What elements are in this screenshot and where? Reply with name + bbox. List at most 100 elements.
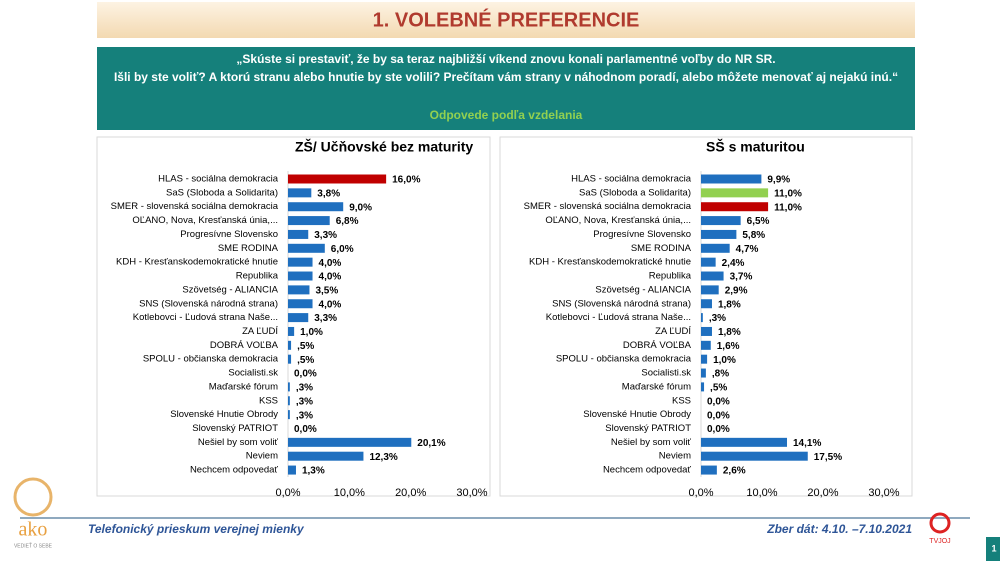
- bar: [701, 271, 724, 281]
- bar: [288, 285, 310, 295]
- value-label: 0,0%: [707, 410, 730, 421]
- chart-panel: [96, 136, 491, 497]
- bar: [701, 465, 717, 475]
- bar: [288, 188, 312, 198]
- category-label: SNS (Slovenská národná strana): [139, 298, 278, 309]
- slide-title: 1. VOLEBNÉ PREFERENCIE: [373, 8, 640, 31]
- bar: [701, 299, 712, 309]
- value-label: 9,9%: [767, 175, 790, 186]
- category-label: Szövetség - ALIANCIA: [595, 284, 691, 295]
- x-tick-label: 20,0%: [395, 487, 426, 499]
- chart-panel: [499, 136, 913, 497]
- category-label: SMER - slovenská sociálna demokracia: [111, 201, 279, 212]
- value-label: 1,6%: [717, 341, 740, 352]
- value-label: ,5%: [297, 355, 314, 366]
- question-wrap: Išli by ste voliť? A ktorú stranu alebo …: [113, 70, 899, 84]
- bar: [701, 216, 741, 226]
- bar: [701, 451, 808, 461]
- bar: [701, 174, 762, 184]
- bar: [701, 437, 788, 447]
- category-label: Slovenské Hnutie Obrody: [583, 409, 691, 420]
- bar: [288, 313, 309, 323]
- value-label: ,3%: [709, 313, 726, 324]
- category-label: KDH - Kresťanskodemokratické hnutie: [529, 257, 691, 268]
- bar: [288, 451, 364, 461]
- value-label: 1,8%: [718, 327, 741, 338]
- bar: [288, 299, 313, 309]
- category-label: SPOLU - občianska demokracia: [143, 354, 279, 365]
- value-label: 12,3%: [369, 452, 397, 463]
- bar: [288, 396, 290, 406]
- question-box: [97, 47, 915, 130]
- category-label: HLAS - sociálna demokracia: [571, 174, 692, 185]
- value-label: 0,0%: [294, 424, 317, 435]
- category-label: SaS (Sloboda a Solidarita): [579, 187, 691, 198]
- category-label: DOBRÁ VOĽBA: [210, 340, 279, 351]
- value-label: 5,8%: [742, 230, 765, 241]
- category-label: KSS: [672, 395, 691, 406]
- category-label: Szövetség - ALIANCIA: [182, 284, 278, 295]
- bar: [701, 313, 703, 323]
- value-label: 3,8%: [317, 189, 340, 200]
- category-label: SME RODINA: [631, 243, 692, 254]
- value-label: 3,5%: [315, 286, 338, 297]
- value-label: 3,3%: [314, 313, 337, 324]
- category-label: Slovenské Hnutie Obrody: [170, 409, 278, 420]
- bar: [288, 465, 296, 475]
- value-label: 6,0%: [331, 244, 354, 255]
- category-label: SaS (Sloboda a Solidarita): [166, 187, 278, 198]
- value-label: 0,0%: [294, 369, 317, 380]
- question-line: Išli by ste voliť? A ktorú stranu alebo …: [113, 70, 899, 84]
- category-label: Maďarské fórum: [209, 381, 278, 392]
- bar: [701, 354, 708, 364]
- category-label: Republika: [649, 271, 692, 282]
- category-label: Neviem: [246, 451, 278, 462]
- bar: [288, 257, 313, 267]
- category-label: Kotlebovci - Ľudová strana Naše...: [546, 312, 691, 323]
- bar: [288, 437, 412, 447]
- category-label: KSS: [259, 395, 278, 406]
- category-label: Slovenský PATRIOT: [192, 423, 278, 434]
- category-label: ZA ĽUDÍ: [655, 326, 691, 337]
- value-label: 3,3%: [314, 230, 337, 241]
- bar: [288, 354, 292, 364]
- value-label: 20,1%: [417, 438, 445, 449]
- value-label: 0,0%: [707, 424, 730, 435]
- bar: [701, 340, 711, 350]
- footer-right: Zber dát: 4.10. –7.10.2021: [766, 522, 912, 536]
- value-label: 0,0%: [707, 396, 730, 407]
- category-label: Socialisti.sk: [641, 368, 691, 379]
- category-label: Socialisti.sk: [228, 368, 278, 379]
- value-label: 1,8%: [718, 299, 741, 310]
- value-label: ,3%: [296, 396, 313, 407]
- x-tick-label: 10,0%: [334, 487, 365, 499]
- chart-title: ZŠ/ Učňovské bez maturity: [295, 138, 473, 155]
- bar: [288, 271, 313, 281]
- bar: [288, 174, 387, 184]
- category-label: Progresívne Slovensko: [180, 229, 278, 240]
- category-label: SME RODINA: [218, 243, 279, 254]
- value-label: 1,3%: [302, 466, 325, 477]
- bar: [288, 382, 290, 392]
- value-label: 16,0%: [392, 175, 420, 186]
- category-label: SNS (Slovenská národná strana): [552, 298, 691, 309]
- value-label: 3,7%: [730, 272, 753, 283]
- category-label: Neviem: [659, 451, 691, 462]
- logo-tagline: VEDIEŤ O SEBE: [14, 541, 53, 549]
- bar: [288, 229, 309, 239]
- category-label: Nechcem odpovedať: [190, 465, 278, 476]
- footer-left: Telefonický prieskum verejnej mienky: [88, 522, 305, 536]
- bar: [701, 188, 769, 198]
- category-label: DOBRÁ VOĽBA: [623, 340, 692, 351]
- value-label: ,3%: [296, 410, 313, 421]
- category-label: Republika: [236, 271, 279, 282]
- category-label: HLAS - sociálna demokracia: [158, 174, 279, 185]
- bar: [288, 202, 344, 212]
- value-label: 2,9%: [725, 286, 748, 297]
- value-label: 2,6%: [723, 466, 746, 477]
- value-label: 4,0%: [319, 299, 342, 310]
- subtitle: Odpovede podľa vzdelania: [430, 108, 583, 122]
- bar: [701, 368, 706, 378]
